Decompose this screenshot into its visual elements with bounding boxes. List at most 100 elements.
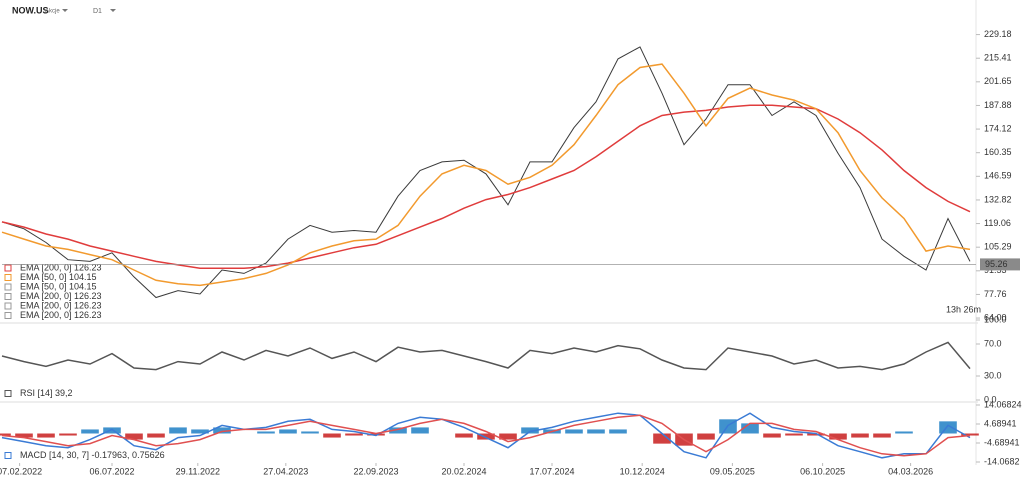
series-line bbox=[1, 414, 971, 457]
y-tick-label: 14.06824 bbox=[984, 399, 1022, 409]
price-tag bbox=[980, 258, 1020, 271]
histogram-bar bbox=[191, 429, 209, 434]
legend-swatch bbox=[4, 274, 12, 281]
legend-swatch bbox=[4, 293, 12, 300]
histogram-bar bbox=[609, 429, 627, 434]
histogram-bar bbox=[961, 433, 979, 436]
symbol[interactable]: NOW.US bbox=[12, 5, 49, 15]
y-tick-label: 70.0 bbox=[984, 338, 1002, 348]
histogram-bar bbox=[851, 433, 869, 438]
histogram-bar bbox=[37, 433, 55, 438]
legend-swatch bbox=[4, 302, 12, 310]
y-tick-label: 119.06 bbox=[984, 218, 1011, 228]
histogram-bar bbox=[873, 433, 891, 438]
histogram-bar bbox=[521, 427, 539, 434]
y-tick-label: 4.68941 bbox=[984, 418, 1017, 428]
y-tick-label: 132.82 bbox=[984, 194, 1012, 204]
series-line bbox=[1, 341, 971, 371]
interval[interactable]: D1 bbox=[93, 8, 102, 15]
legend-swatch bbox=[4, 312, 12, 319]
histogram-bar bbox=[323, 433, 341, 438]
legend-swatch bbox=[4, 390, 12, 397]
x-tick-label: 22.09.2023 bbox=[353, 466, 398, 476]
histogram-bar bbox=[15, 433, 33, 438]
x-tick-label: 06.07.2022 bbox=[89, 466, 134, 476]
y-tick-label: 0.0 bbox=[984, 394, 997, 404]
histogram-bar bbox=[279, 429, 297, 434]
legend-label: EMA [200, 0] 126.23 bbox=[20, 291, 102, 301]
histogram-bar bbox=[345, 433, 363, 436]
histogram-bar bbox=[895, 431, 913, 434]
interval-selector[interactable]: D1 bbox=[93, 8, 116, 15]
legend-label: EMA [200, 0] 126.23 bbox=[20, 310, 102, 320]
y-tick-label: 160.35 bbox=[984, 147, 1012, 157]
series-line bbox=[1, 104, 971, 270]
histogram-bar bbox=[147, 433, 165, 438]
x-tick-label: 07.02.2022 bbox=[0, 466, 42, 476]
histogram-bar bbox=[103, 427, 121, 434]
histogram-bar bbox=[477, 433, 495, 440]
histogram-bar bbox=[939, 421, 957, 434]
y-tick-label: 105.29 bbox=[984, 242, 1012, 252]
histogram-bar bbox=[367, 433, 385, 436]
histogram-bar bbox=[565, 429, 583, 434]
y-tick-label: 174.12 bbox=[984, 123, 1012, 133]
legend-label: EMA [200, 0] 126.23 bbox=[20, 300, 102, 310]
histogram-bar bbox=[389, 427, 407, 434]
legend-swatch bbox=[4, 452, 12, 459]
y-tick-label: 229.18 bbox=[984, 29, 1012, 39]
dropdown-caret[interactable] bbox=[110, 9, 116, 12]
histogram-bar bbox=[763, 433, 781, 438]
histogram-bar bbox=[125, 433, 143, 440]
y-tick-label: -14.0682 bbox=[984, 456, 1020, 466]
legend-swatch bbox=[4, 264, 12, 272]
x-tick-label: 27.04.2023 bbox=[263, 466, 308, 476]
symbol-selector[interactable]: NOW.US Akcje bbox=[12, 5, 68, 15]
x-tick-label: 10.12.2024 bbox=[620, 466, 665, 476]
x-tick-label: 17.07.2024 bbox=[529, 466, 574, 476]
histogram-bar bbox=[653, 433, 671, 444]
histogram-bar bbox=[213, 427, 231, 434]
histogram-bar bbox=[59, 433, 77, 436]
price-tag-label: 95.26 bbox=[985, 259, 1008, 269]
histogram-bar bbox=[301, 431, 319, 434]
histogram-bar bbox=[829, 433, 847, 440]
legend-label: MACD [14, 30, 7] -0.17963, 0.75626 bbox=[20, 450, 165, 460]
histogram-bar bbox=[499, 433, 517, 440]
y-tick-label: -4.68941 bbox=[984, 437, 1020, 447]
series-line bbox=[1, 63, 971, 287]
histogram-bar bbox=[81, 429, 99, 434]
dropdown-caret[interactable] bbox=[62, 9, 68, 12]
histogram-bar bbox=[697, 433, 715, 440]
histogram-bar bbox=[785, 433, 803, 436]
histogram-bar bbox=[411, 427, 429, 434]
y-tick-label: 100.0 bbox=[984, 314, 1007, 324]
y-tick-label: 146.59 bbox=[984, 171, 1012, 181]
histogram-bar bbox=[169, 427, 187, 434]
histogram-bar bbox=[741, 423, 759, 434]
y-tick-label: 215.41 bbox=[984, 53, 1012, 63]
legend-label: EMA [200, 0] 126.23 bbox=[20, 262, 102, 272]
x-tick-label: 04.03.2026 bbox=[888, 466, 933, 476]
y-tick-label: 30.0 bbox=[984, 370, 1002, 380]
legend-label: EMA [50, 0] 104.15 bbox=[20, 281, 97, 291]
histogram-bar bbox=[455, 433, 473, 438]
histogram-bar bbox=[0, 433, 11, 436]
histogram-bar bbox=[587, 429, 605, 434]
y-tick-label: 77.76 bbox=[984, 289, 1007, 299]
y-tick-label: 64.00 bbox=[984, 312, 1007, 322]
y-tick-label: 187.88 bbox=[984, 100, 1012, 110]
x-tick-label: 09.05.2025 bbox=[710, 466, 755, 476]
legend-swatch bbox=[4, 283, 12, 291]
histogram-bar bbox=[807, 433, 825, 436]
series-line bbox=[1, 46, 971, 299]
x-tick-label: 06.10.2025 bbox=[800, 466, 845, 476]
market: Akcje bbox=[45, 9, 60, 15]
countdown: 13h 26m bbox=[946, 304, 981, 314]
x-tick-label: 29.11.2022 bbox=[176, 466, 220, 476]
legend-label: RSI [14] 39,2 bbox=[20, 388, 73, 398]
legend-label: EMA [50, 0] 104.15 bbox=[20, 272, 97, 282]
